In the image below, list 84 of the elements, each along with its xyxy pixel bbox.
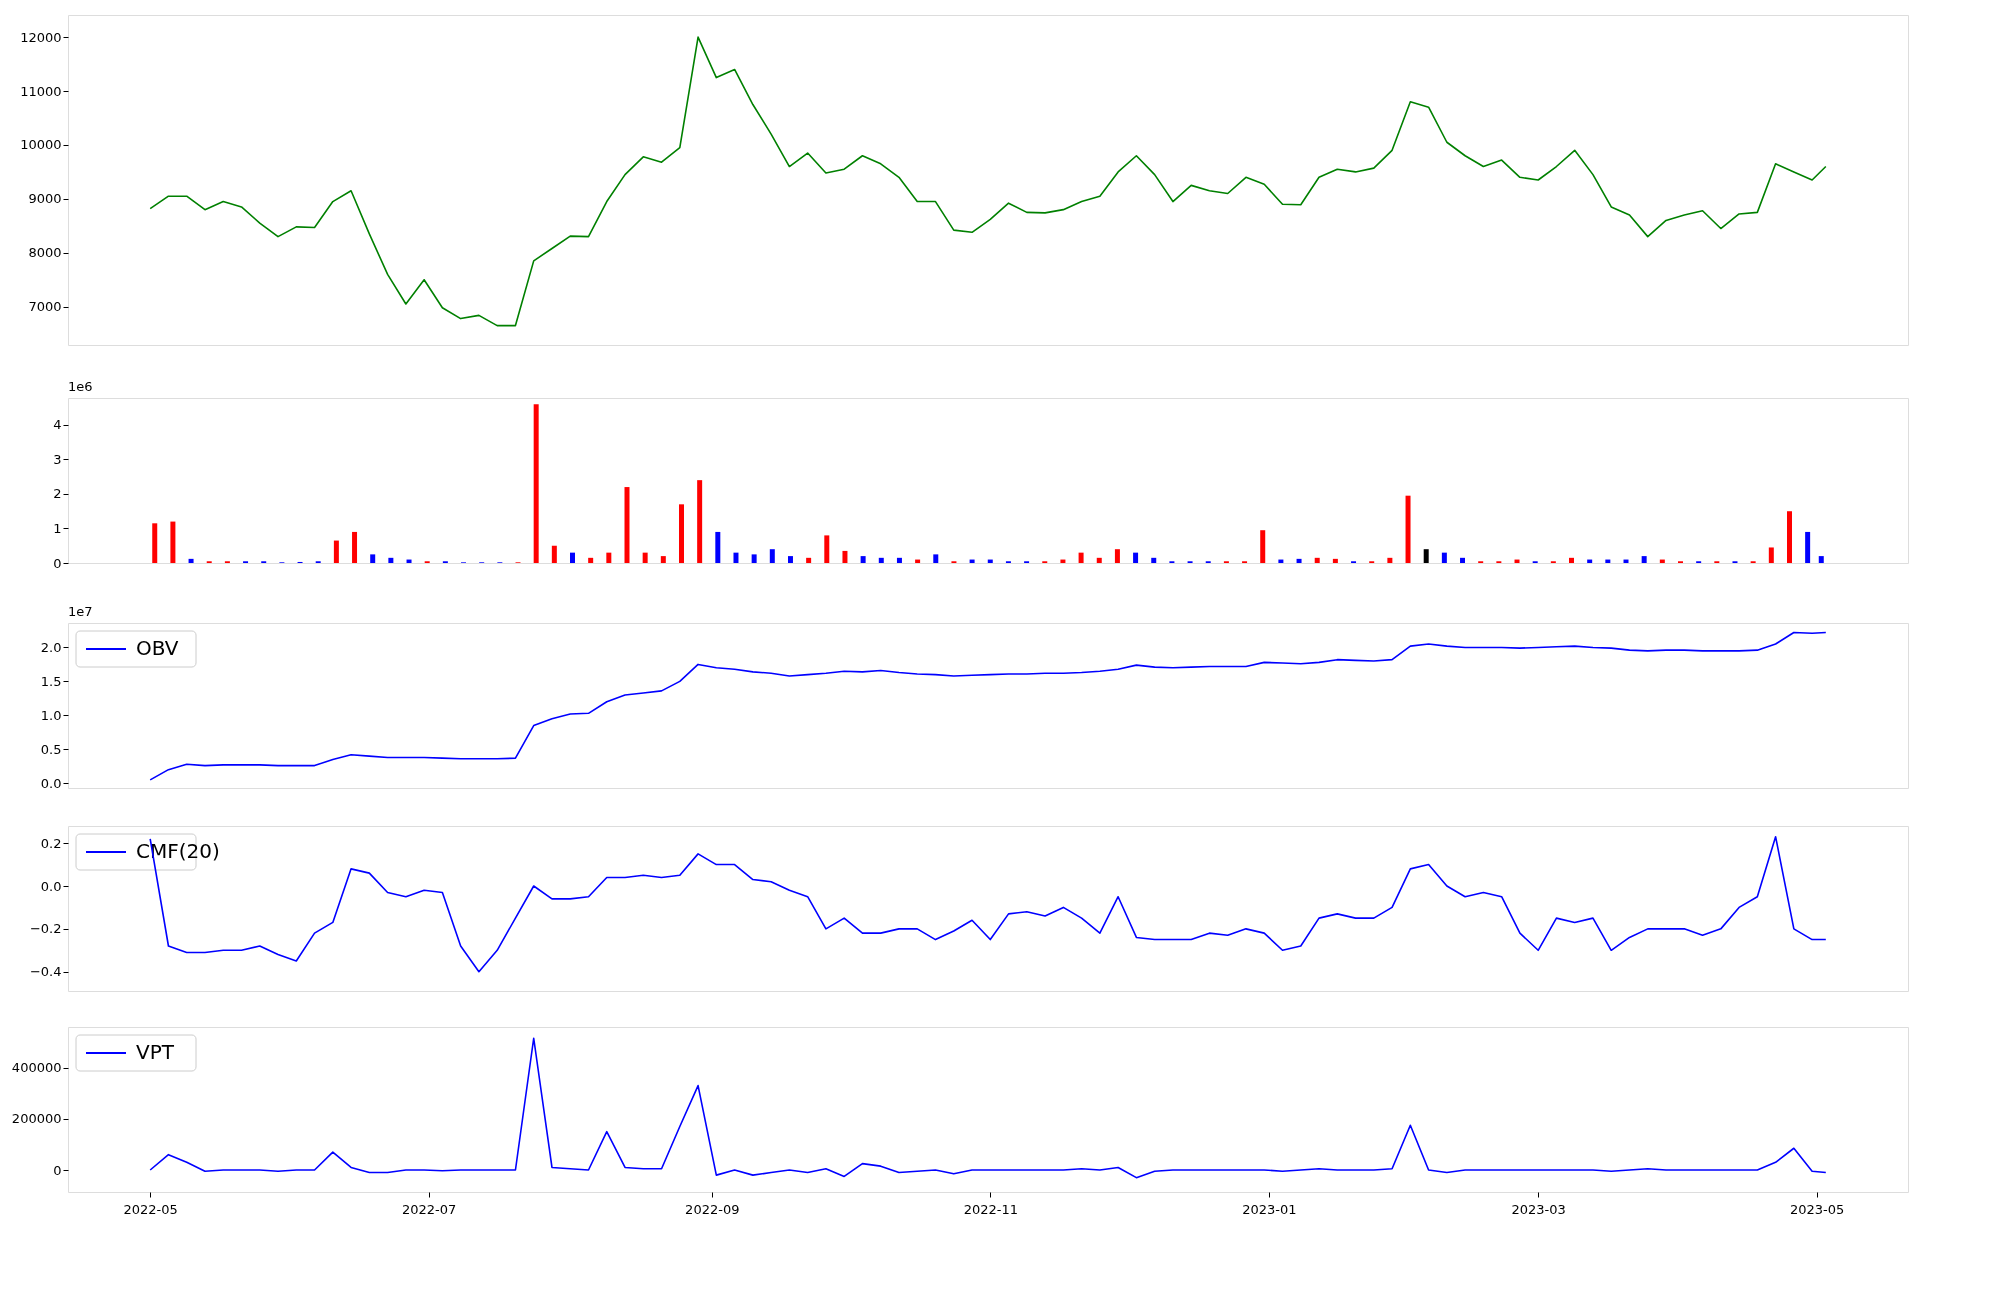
bar	[1260, 530, 1266, 563]
legend-label: OBV	[136, 636, 179, 660]
bar	[588, 557, 594, 563]
bar	[751, 554, 757, 563]
bar	[1805, 531, 1811, 563]
y-tick-label: 0.2	[40, 835, 62, 851]
bar	[1314, 557, 1320, 563]
x-tick-label: 2022-09	[685, 1201, 740, 1217]
y-tick-label: 0	[53, 555, 62, 571]
x-tick-label: 2023-03	[1511, 1201, 1566, 1217]
y-tick-label: 0.0	[40, 878, 62, 894]
y-tick-label: −0.2	[29, 921, 62, 937]
bar	[733, 552, 739, 563]
bar	[1151, 557, 1157, 563]
y-tick-label: 1.0	[40, 707, 62, 723]
bar	[1786, 511, 1792, 563]
bar	[896, 557, 902, 563]
x-tick-label: 2022-07	[402, 1201, 457, 1217]
y-tick-label: 0.0	[40, 775, 62, 791]
bar	[551, 545, 557, 563]
bar	[1818, 556, 1824, 563]
bar	[824, 535, 830, 563]
bar	[1441, 552, 1447, 563]
bar	[370, 554, 376, 563]
y-tick-label: 200000	[11, 1111, 62, 1127]
bar	[388, 557, 394, 563]
y-tick-label: −0.4	[29, 964, 62, 980]
text: 1e6	[68, 379, 93, 394]
bar	[533, 404, 539, 563]
bar	[624, 487, 630, 563]
bar	[769, 549, 775, 563]
y-tick-label: 1	[53, 520, 62, 536]
bar	[1423, 549, 1429, 563]
x-tick-label: 2022-05	[123, 1201, 178, 1217]
y-tick-label: 4	[53, 417, 62, 433]
text: 1e7	[68, 604, 93, 619]
bar	[642, 552, 648, 563]
bar	[333, 540, 339, 563]
line-series	[149, 36, 1827, 327]
bar	[570, 552, 575, 563]
bar	[1114, 549, 1120, 563]
bar	[1096, 557, 1102, 563]
bar	[787, 556, 793, 563]
y-tick-label: 3	[53, 451, 62, 467]
y-tick-label: 0.5	[40, 741, 62, 757]
y-tick-label: 8000	[28, 245, 62, 261]
bar	[1387, 557, 1393, 563]
bar	[878, 557, 884, 563]
y-tick-label: 12000	[20, 29, 62, 45]
bar	[860, 556, 866, 563]
bar	[152, 523, 158, 563]
bar	[697, 480, 703, 563]
y-tick-label: 10000	[20, 137, 62, 153]
bar	[1768, 547, 1774, 563]
y-tick-label: 400000	[11, 1060, 62, 1076]
bar	[1641, 556, 1647, 563]
y-tick-label: 11000	[20, 83, 62, 99]
x-tick-label: 2022-11	[963, 1201, 1018, 1217]
y-tick-label: 2	[53, 486, 62, 502]
y-tick-label: 0	[53, 1162, 62, 1178]
bar	[933, 554, 939, 563]
x-tick-label: 2023-01	[1242, 1201, 1297, 1217]
bar	[188, 558, 194, 563]
bar	[715, 531, 721, 563]
bar	[1332, 558, 1338, 563]
y-tick-label: 7000	[28, 299, 62, 315]
bar	[170, 521, 176, 563]
bar	[352, 531, 358, 563]
bar	[1569, 557, 1575, 563]
bar	[1460, 557, 1466, 563]
bar	[1405, 495, 1411, 563]
bar	[1296, 558, 1302, 563]
bar	[1133, 552, 1139, 563]
legend-label: VPT	[136, 1040, 175, 1064]
bar	[1078, 552, 1084, 563]
x-tick-label: 2023-05	[1790, 1201, 1845, 1217]
bar	[806, 557, 812, 563]
bar	[678, 504, 684, 563]
bar	[660, 556, 666, 563]
bar	[606, 552, 612, 563]
y-tick-label: 2.0	[40, 639, 62, 655]
bar	[842, 550, 848, 563]
y-tick-label: 1.5	[40, 673, 62, 689]
y-tick-label: 9000	[28, 191, 62, 207]
